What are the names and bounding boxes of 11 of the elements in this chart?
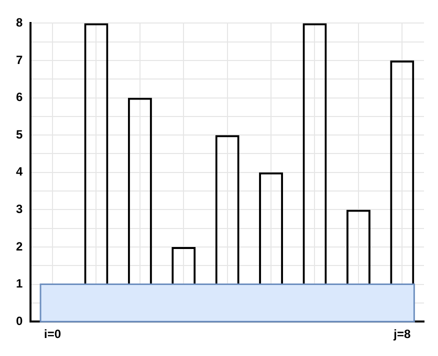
y-tick-label: 2	[16, 239, 23, 254]
y-tick-label: 6	[16, 90, 23, 104]
y-tick-label: 3	[16, 202, 23, 216]
y-tick-label: 0	[16, 314, 23, 328]
y-tick-label: 8	[16, 16, 23, 30]
x-tick-label: j=8	[392, 327, 411, 342]
y-tick-label: 1	[16, 276, 23, 291]
y-tick-label: 7	[16, 52, 23, 67]
y-tick-label: 5	[16, 127, 23, 142]
y-tick-label: 4	[16, 164, 23, 179]
x-tick-label: i=0	[44, 327, 62, 342]
